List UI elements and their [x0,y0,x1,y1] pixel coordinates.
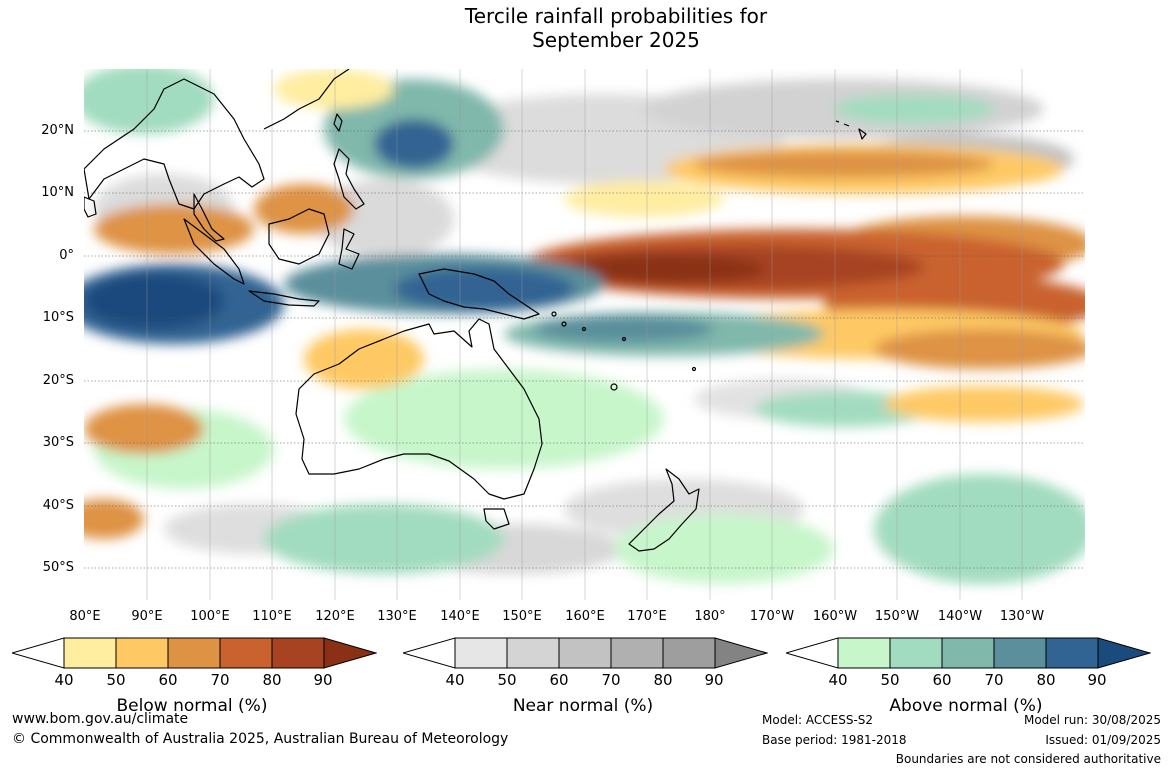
footer-copyright: © Commonwealth of Australia 2025, Austra… [12,731,509,747]
near-tick-50: 50 [497,671,517,689]
grid-lines [84,69,1085,600]
colorbar-segment [941,637,995,669]
colorbar-max-extension [1097,637,1151,669]
above-tick-70: 70 [984,671,1004,689]
lon-label-170e: 170°E [627,609,667,624]
footer-disclaimer: Boundaries are not considered authoritat… [895,752,1161,766]
colorbar-segment [558,637,612,669]
above-tick-90: 90 [1087,671,1107,689]
near-normal-label: Near normal (%) [512,696,654,716]
above-tick-80: 80 [1036,671,1056,689]
above-tick-60: 60 [932,671,952,689]
sumatra-coastline [183,218,245,285]
colorbar-segment [889,637,943,669]
colorbar-segment [63,637,117,669]
colorbar-segment [506,637,560,669]
below-normal-label: Below normal (%) [116,696,268,716]
taiwan-coastline [333,113,343,132]
below-tick-40: 40 [54,671,74,689]
lat-label-20s: 20°S [42,373,74,388]
sulawesi-coastline [338,228,360,270]
probability-field [84,69,1085,584]
lon-label-170w: 170°W [749,609,795,624]
colorbar-min-extension [786,637,839,669]
chart-title: Tercile rainfall probabilities for Septe… [0,4,1173,52]
footer-base-period: Base period: 1981-2018 [762,733,907,747]
colorbar-segment [219,637,273,669]
near-tick-40: 40 [445,671,465,689]
lat-label-20n: 20°N [41,123,74,138]
colorbar-segment [610,637,664,669]
below-tick-60: 60 [158,671,178,689]
lat-label-30s: 30°S [42,435,74,450]
lon-label-140w: 140°W [937,609,983,624]
near-normal-colorbar [403,637,768,669]
lat-label-50s: 50°S [42,560,74,575]
colorbar-segment [454,637,508,669]
lon-label-150w: 150°W [874,609,920,624]
below-tick-90: 90 [313,671,333,689]
colorbar-segment [993,637,1047,669]
colorbar-min-extension [403,637,456,669]
colorbar-segment [115,637,169,669]
footer-issued: Issued: 01/09/2025 [1045,733,1161,747]
lon-label-180: 180° [694,609,726,624]
lon-label-100e: 100°E [190,609,230,624]
below-tick-50: 50 [106,671,126,689]
new-guinea-coastline [418,268,540,320]
lon-label-150e: 150°E [502,609,542,624]
lon-label-160e: 160°E [565,609,605,624]
near-tick-60: 60 [549,671,569,689]
near-tick-80: 80 [653,671,673,689]
footer-url[interactable]: www.bom.gov.au/climate [12,711,189,727]
lon-label-130w: 130°W [999,609,1045,624]
china-coastline [263,69,350,130]
lon-label-140e: 140°E [440,609,480,624]
above-normal-label: Above normal (%) [889,696,1043,716]
lon-label-160w: 160°W [812,609,858,624]
above-tick-50: 50 [880,671,900,689]
hawaii-coastline [835,120,867,140]
lat-label-40s: 40°S [42,498,74,513]
below-normal-colorbar [12,637,377,669]
se-asia-coastline [84,78,265,210]
sri-lanka-coastline [84,196,97,218]
near-tick-70: 70 [601,671,621,689]
colorbar-segment [271,637,325,669]
colorbar-segment [837,637,891,669]
lon-label-130e: 130°E [377,609,417,624]
below-tick-70: 70 [210,671,230,689]
title-line-1: Tercile rainfall probabilities for [464,4,768,28]
colorbar-min-extension [12,637,65,669]
colorbar-segment [167,637,221,669]
map-canvas [84,69,1085,600]
colorbar-segment [662,637,716,669]
java-coastline [248,290,320,307]
malay-peninsula-coastline [193,193,225,242]
borneo-coastline [268,208,330,265]
above-tick-40: 40 [828,671,848,689]
lon-label-80e: 80°E [69,609,101,624]
coastlines [84,69,867,552]
lat-label-0: 0° [59,248,74,263]
below-tick-80: 80 [262,671,282,689]
footer-model-run: Model run: 30/08/2025 [1023,713,1161,727]
australia-coastline [295,318,543,500]
lon-label-120e: 120°E [315,609,355,624]
near-tick-90: 90 [704,671,724,689]
rainfall-probability-map [84,69,1085,600]
tasmania-coastline [483,508,510,530]
lat-label-10s: 10°S [42,310,74,325]
philippines-coastline [333,148,365,210]
lat-label-10n: 10°N [41,185,74,200]
lon-label-110e: 110°E [252,609,292,624]
colorbar-max-extension [714,637,768,669]
colorbar-max-extension [323,637,377,669]
above-normal-colorbar [786,637,1151,669]
colorbar-segment [1045,637,1099,669]
lon-label-90e: 90°E [131,609,163,624]
footer-model: Model: ACCESS-S2 [762,713,874,727]
new-zealand-coastline [628,468,700,552]
title-line-2: September 2025 [532,28,700,52]
